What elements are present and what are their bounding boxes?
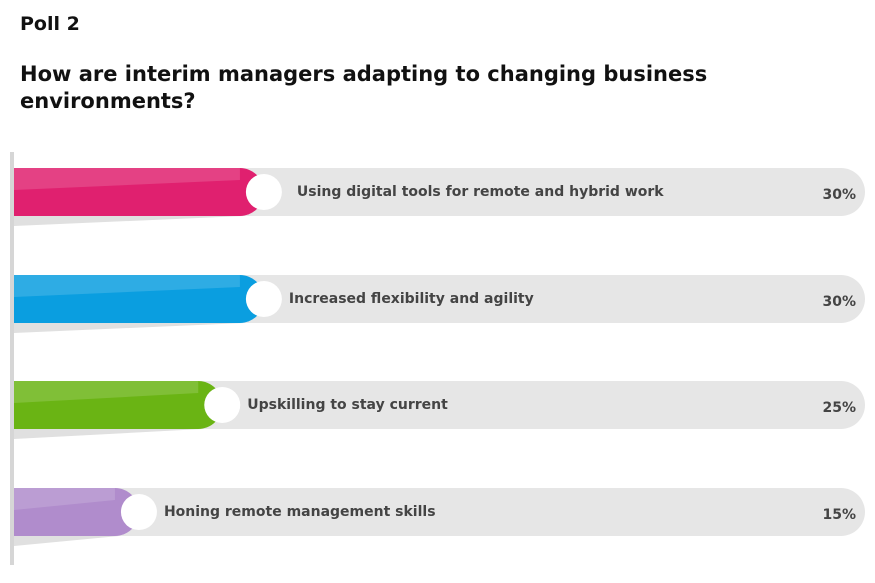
bar-knob	[204, 387, 241, 423]
bar-shadow	[14, 429, 203, 439]
category-label: Increased flexibility and agility	[289, 291, 534, 307]
bar	[14, 488, 139, 536]
bar-shadow	[14, 323, 244, 333]
axis-line	[10, 152, 14, 565]
bar-shadow	[14, 216, 244, 226]
category-label: Honing remote management skills	[164, 504, 436, 520]
bar	[14, 168, 264, 216]
bar-highlight	[14, 168, 240, 190]
bar	[14, 275, 264, 323]
bar-knob	[245, 281, 282, 317]
bar-highlight	[14, 381, 199, 403]
bar-highlight	[14, 488, 115, 510]
bar-knob	[245, 174, 282, 210]
bar	[14, 381, 223, 429]
value-label: 30%	[822, 294, 856, 310]
value-label: 30%	[822, 187, 856, 203]
poll-label: Poll 2	[20, 13, 80, 35]
bar-highlight	[14, 275, 240, 297]
value-label: 25%	[822, 400, 856, 416]
bar-knob	[120, 494, 157, 530]
value-label: 15%	[822, 507, 856, 523]
bar-shadow	[14, 536, 119, 546]
category-label: Using digital tools for remote and hybri…	[297, 184, 664, 200]
question: How are interim managers adapting to cha…	[20, 62, 708, 113]
category-label: Upskilling to stay current	[247, 397, 448, 413]
track	[14, 488, 865, 536]
